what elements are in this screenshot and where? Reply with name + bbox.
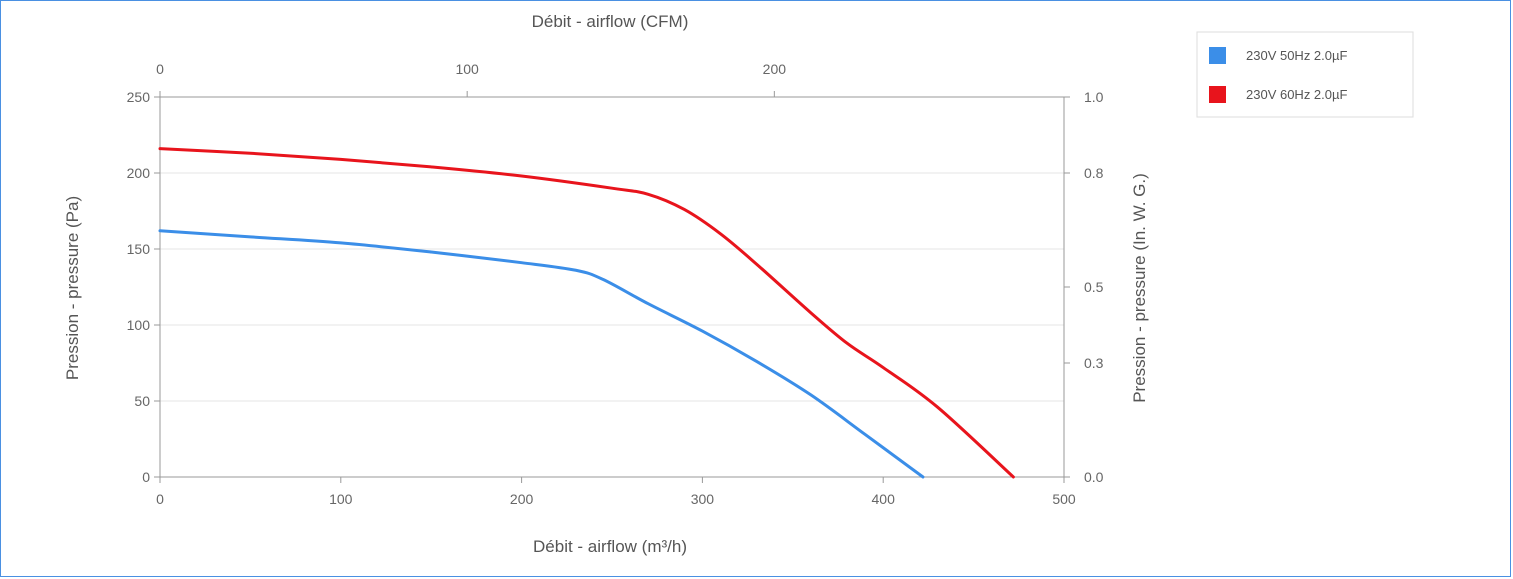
- x-tick-label: 100: [329, 491, 353, 507]
- y-axis-title: Pression - pressure (Pa): [63, 196, 82, 380]
- legend-box: [1196, 31, 1414, 118]
- y2-tick-label: 0.8: [1084, 165, 1104, 181]
- y2-tick-label: 0.3: [1084, 355, 1104, 371]
- x-tick-label: 400: [872, 491, 896, 507]
- series-lines: [158, 147, 1015, 479]
- y-tick-label: 250: [127, 89, 151, 105]
- y-tick-label: 100: [127, 317, 151, 333]
- x-tick-label: 0: [156, 491, 164, 507]
- x-tick-label: 500: [1052, 491, 1076, 507]
- axes: [154, 91, 1070, 483]
- legend-label-60hz[interactable]: 230V 60Hz 2.0µF: [1246, 87, 1347, 102]
- y2-tick-label: 0.5: [1084, 279, 1104, 295]
- y2-axis-title: Pression - pressure (In. W. G.): [1130, 173, 1149, 403]
- y-tick-label: 200: [127, 165, 151, 181]
- series-line-1[interactable]: [158, 147, 1015, 479]
- grid-lines: [160, 96, 1064, 402]
- x-tick-label: 300: [691, 491, 715, 507]
- y-tick-label: 0: [142, 469, 150, 485]
- series-line-0[interactable]: [158, 229, 925, 479]
- x2-tick-label: 0: [156, 61, 164, 77]
- y-tick-label: 50: [134, 393, 150, 409]
- legend-swatch-60hz[interactable]: [1209, 86, 1226, 103]
- x2-tick-label: 200: [763, 61, 787, 77]
- y2-tick-label: 0.0: [1084, 469, 1104, 485]
- legend: 230V 50Hz 2.0µF 230V 60Hz 2.0µF: [1196, 31, 1414, 118]
- x2-axis-title: Débit - airflow (CFM): [532, 12, 689, 31]
- x-tick-label: 200: [510, 491, 534, 507]
- y2-tick-label: 1.0: [1084, 89, 1104, 105]
- tick-labels: 0 50 100 150 200 250 0 100 200 300 400 500 0 100 200 0.…: [127, 61, 1104, 507]
- x-axis-title: Débit - airflow (m³/h): [533, 537, 687, 556]
- y-tick-label: 150: [127, 241, 151, 257]
- legend-swatch-50hz[interactable]: [1209, 47, 1226, 64]
- x2-tick-label: 100: [455, 61, 479, 77]
- legend-label-50hz[interactable]: 230V 50Hz 2.0µF: [1246, 48, 1347, 63]
